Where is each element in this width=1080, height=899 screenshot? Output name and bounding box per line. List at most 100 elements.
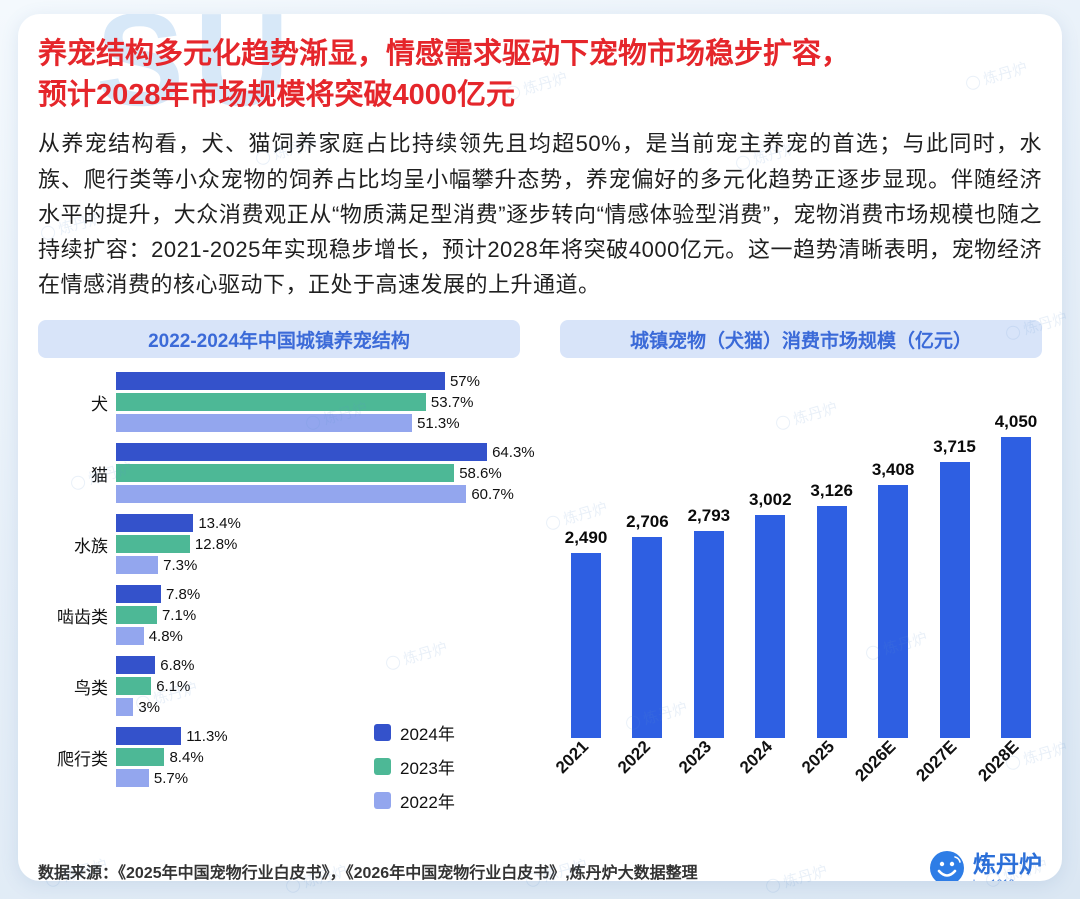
bar-value-label: 8.4% [169, 748, 204, 766]
bar-2023年 [116, 464, 455, 483]
bar-value-label: 64.3% [492, 443, 535, 461]
bar-column: 2,490 2021 [552, 372, 608, 777]
brand-logo: 炼丹炉 huo1818.com [929, 850, 1042, 881]
right-chart-title: 城镇宠物（犬猫）消费市场规模（亿元） [560, 320, 1042, 359]
bar-value-label: 2,490 [564, 528, 608, 548]
bar-row: 7.3% [116, 556, 520, 575]
bar-row: 60.7% [116, 485, 520, 504]
bar-group: 猫 64.3% 58.6% 60.7% [38, 443, 535, 504]
bar-2023年 [116, 535, 190, 554]
bar-group: 爬行类 11.3% 8.4% 5.7% [38, 727, 520, 788]
bar-row: 5.7% [116, 769, 520, 788]
bar-group: 犬 57% 53.7% 51.3% [38, 372, 520, 433]
vertical-bar-chart: 2,490 2021 2,706 2022 2,793 2023 3,002 2024 3,12… [552, 372, 1042, 785]
brand-name: 炼丹炉 [973, 851, 1042, 878]
data-source-note: 数据来源：《2025年中国宠物行业白皮书》，《2026年中国宠物行业白皮书》,炼… [38, 864, 698, 881]
page-title: 养宠结构多元化趋势渐显，情感需求驱动下宠物市场稳步扩容， 预计2028年市场规模… [38, 34, 1042, 116]
pet-structure-chart: 2022-2024年中国城镇养宠结构 2024年 2023年 2022年 犬 57% 5… [38, 320, 535, 812]
bar-row: 4.8% [116, 627, 520, 646]
bar-row: 6.1% [116, 677, 520, 696]
background-watermark-text: SU [96, 14, 300, 133]
bar-value-label: 3,126 [810, 481, 853, 501]
legend-item: 2023年 [374, 754, 455, 779]
category-label: 鸟类 [74, 678, 108, 698]
bar-column: 2,793 2023 [675, 372, 731, 777]
legend-item: 2022年 [374, 788, 455, 813]
intro-paragraph: 从养宠结构看，犬、猫饲养家庭占比持续领先且均超50%，是当前宠主养宠的首选；与此… [38, 131, 1042, 298]
brand-text: 炼丹炉 huo1818.com [973, 853, 1042, 881]
bar-value-label: 57% [449, 372, 480, 390]
bar-row: 51.3% [116, 414, 520, 433]
bar-column: 3,715 2027E [913, 372, 976, 785]
bar-stack: 57% 53.7% 51.3% [116, 372, 520, 433]
bar-stack: 64.3% 58.6% 60.7% [116, 443, 535, 504]
chart-legend: 2024年 2023年 2022年 [374, 720, 455, 813]
bar-value-label: 3,408 [871, 460, 915, 480]
market-size-chart: 城镇宠物（犬猫）消费市场规模（亿元） 2,490 2021 2,706 2022 2,7… [552, 320, 1042, 798]
bar-row: 12.8% [116, 535, 520, 554]
bar-value-label: 60.7% [471, 485, 514, 503]
bar [632, 537, 663, 739]
bar-value-label: 6.8% [160, 656, 195, 674]
bar-value-label: 4.8% [148, 627, 183, 645]
bar-row: 7.8% [116, 585, 520, 604]
bar-column: 3,126 2025 [798, 372, 853, 777]
bar-value-label: 58.6% [459, 464, 502, 482]
bar-2022年 [116, 698, 134, 717]
bar-row: 57% [116, 372, 520, 391]
bar-2024年 [116, 585, 162, 604]
bar-column: 2,706 2022 [614, 372, 669, 777]
bar-row: 64.3% [116, 443, 535, 462]
bar [816, 506, 847, 739]
axis-tick-label: 2022 [613, 737, 654, 778]
bar-group: 鸟类 6.8% 6.1% 3% [38, 656, 520, 717]
bar-value-label: 51.3% [417, 414, 460, 432]
category-label: 猫 [91, 465, 108, 485]
bar-stack: 7.8% 7.1% 4.8% [116, 585, 520, 646]
bar-column: 3,002 2024 [736, 372, 792, 777]
bar-2024年 [116, 727, 182, 746]
legend-label: 2024年 [400, 725, 455, 745]
brand-domain: huo1818.com [973, 879, 1042, 881]
legend-label: 2023年 [400, 759, 455, 779]
category-label: 犬 [91, 394, 108, 414]
charts-row: 2022-2024年中国城镇养宠结构 2024年 2023年 2022年 犬 57% 5… [38, 320, 1042, 812]
bar [571, 553, 601, 739]
bar-2023年 [116, 677, 152, 696]
page-title-line2: 预计2028年市场规模将突破4000亿元 [38, 79, 516, 112]
bar-value-label: 53.7% [430, 393, 474, 411]
legend-item: 2024年 [374, 720, 455, 745]
bar-2024年 [116, 443, 488, 462]
bar-row: 58.6% [116, 464, 520, 483]
page-title-line1: 养宠结构多元化趋势渐显，情感需求驱动下宠物市场稳步扩容， [38, 38, 851, 70]
axis-tick-label: 2027E [912, 737, 961, 786]
bar-2024年 [116, 656, 156, 675]
axis-tick-label: 2023 [675, 737, 716, 778]
category-label: 爬行类 [57, 749, 108, 769]
bar-2022年 [116, 556, 159, 575]
bar-value-label: 3,715 [933, 437, 976, 457]
bar-row: 53.7% [116, 393, 520, 412]
bar-value-label: 2,793 [687, 506, 731, 526]
legend-label: 2022年 [400, 793, 455, 813]
bar-row: 13.4% [116, 514, 520, 533]
bar-value-label: 3,002 [749, 490, 792, 510]
bar-value-label: 7.3% [163, 556, 198, 574]
bar-2023年 [116, 393, 426, 412]
content-card: SU 养宠结构多元化趋势渐显，情感需求驱动下宠物市场稳步扩容， 预计2028年市… [18, 14, 1062, 881]
bar [1000, 437, 1031, 739]
bar-2024年 [116, 372, 445, 391]
bar-stack: 13.4% 12.8% 7.3% [116, 514, 520, 575]
bar-2023年 [116, 606, 157, 625]
bar-value-label: 7.1% [161, 606, 197, 624]
bar-value-label: 13.4% [198, 514, 241, 532]
bar-row: 7.1% [116, 606, 520, 625]
legend-swatch [374, 792, 391, 810]
bar-row: 11.3% [116, 727, 520, 746]
bar-value-label: 7.8% [166, 585, 201, 603]
bar-row: 6.8% [116, 656, 520, 675]
bar [693, 531, 724, 739]
bar-value-label: 11.3% [186, 727, 228, 745]
bar-column: 3,408 2026E [851, 372, 915, 785]
bar-stack: 6.8% 6.1% 3% [116, 656, 520, 717]
